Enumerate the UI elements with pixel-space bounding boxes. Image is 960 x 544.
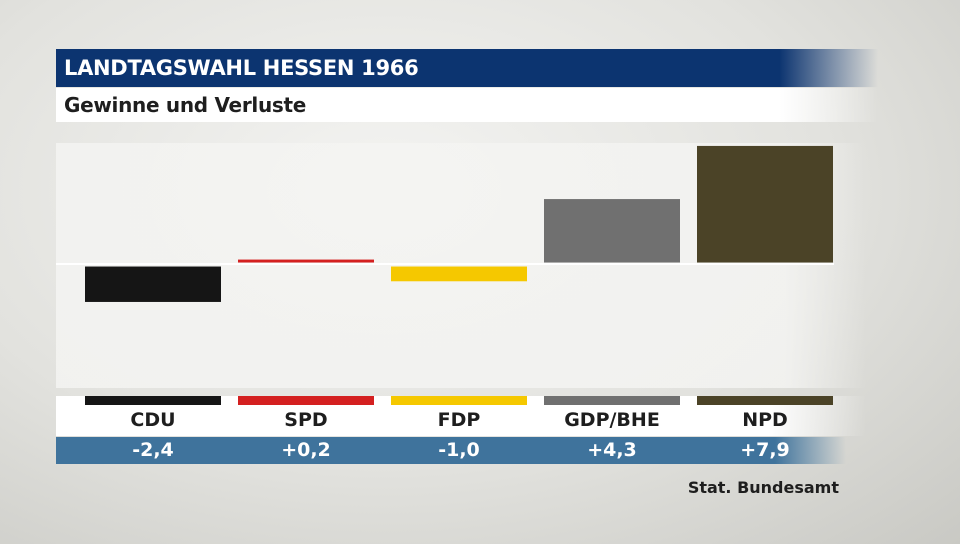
bar-npd bbox=[697, 145, 833, 263]
plot-area bbox=[56, 143, 866, 388]
category-label: GDP/BHE bbox=[564, 409, 660, 431]
value-strip: -2,4 +0,2 -1,0 +4,3 +7,9 bbox=[56, 437, 846, 464]
source-label: Stat. Bundesamt bbox=[687, 478, 839, 497]
category-color-stripe bbox=[238, 396, 374, 405]
bar-fdp bbox=[391, 266, 527, 282]
category-color-stripe bbox=[85, 396, 221, 405]
bar-gdp-bhe bbox=[544, 199, 680, 263]
value-label: -2,4 bbox=[132, 439, 174, 461]
value-label: +0,2 bbox=[281, 439, 331, 461]
category-label: NPD bbox=[742, 409, 788, 431]
subtitle-bar: Gewinne und Verluste bbox=[56, 88, 878, 122]
category-label: SPD bbox=[284, 409, 328, 431]
value-label: +4,3 bbox=[587, 439, 637, 461]
value-label: +7,9 bbox=[740, 439, 790, 461]
category-label: FDP bbox=[437, 409, 481, 431]
bar-spd bbox=[238, 259, 374, 263]
bar-chart bbox=[56, 145, 834, 302]
chart-title: LANDTAGSWAHL HESSEN 1966 bbox=[64, 56, 419, 80]
category-color-stripe bbox=[391, 396, 527, 405]
category-label: CDU bbox=[130, 409, 176, 431]
chart-subtitle: Gewinne und Verluste bbox=[64, 93, 307, 117]
value-label: -1,0 bbox=[438, 439, 480, 461]
category-color-stripe bbox=[544, 396, 680, 405]
bar-cdu bbox=[85, 266, 221, 302]
category-strip: CDU SPD FDP GDP/BHE NPD bbox=[56, 396, 866, 436]
title-bar: LANDTAGSWAHL HESSEN 1966 bbox=[56, 49, 878, 87]
category-color-stripe bbox=[697, 396, 833, 405]
